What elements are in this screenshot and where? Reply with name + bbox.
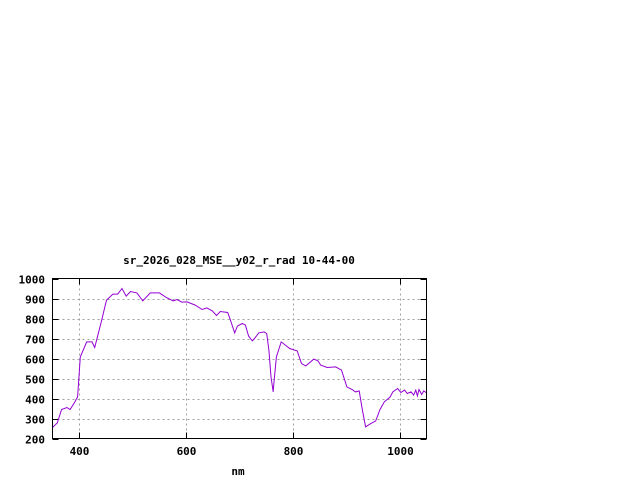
y-tick-label: 300 — [25, 414, 45, 427]
y-tick-label: 200 — [25, 434, 45, 447]
plot-border — [52, 278, 427, 439]
ticks — [52, 278, 427, 440]
series-line — [52, 287, 427, 428]
x-tick-label: 600 — [177, 445, 197, 458]
chart-title: sr_2026_028_MSE__y02_r_rad 10-44-00 — [123, 254, 355, 267]
x-tick-label: 400 — [70, 445, 90, 458]
y-tick-label: 1000 — [19, 274, 46, 287]
y-tick-label: 600 — [25, 354, 45, 367]
tick-labels: 200 300 400 500 600 700 800 900 1000 400 600 800 100… — [19, 274, 414, 459]
x-tick-label: 1000 — [387, 445, 414, 458]
y-tick-label: 700 — [25, 334, 45, 347]
x-axis-label: nm — [231, 465, 245, 478]
x-tick-label: 800 — [284, 445, 304, 458]
y-tick-label: 900 — [25, 294, 45, 307]
grid — [52, 278, 427, 439]
y-tick-label: 400 — [25, 394, 45, 407]
y-tick-label: 800 — [25, 314, 45, 327]
y-tick-label: 500 — [25, 374, 45, 387]
